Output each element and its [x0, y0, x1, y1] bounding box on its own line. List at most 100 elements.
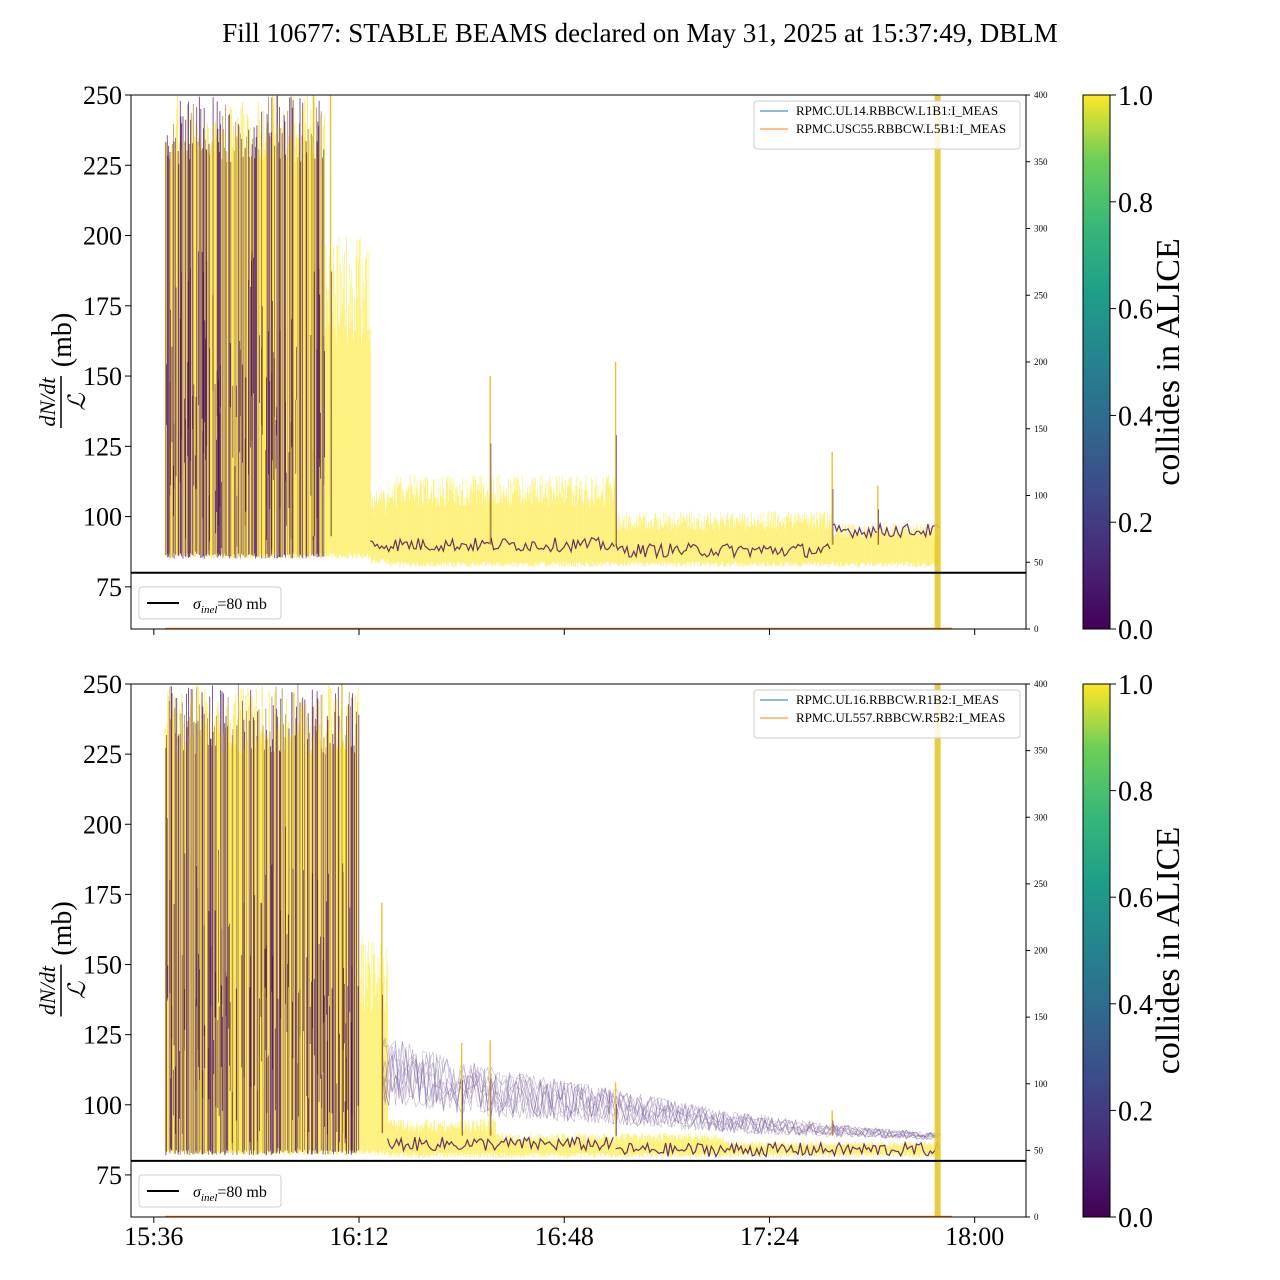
plot-area-1: [164, 95, 952, 629]
figure-title: Fill 10677: STABLE BEAMS declared on May…: [222, 18, 1058, 48]
secondary-y-tick-label: 400: [1034, 90, 1048, 100]
dark-core-trace: [832, 521, 940, 540]
y-tick-label: 125: [83, 1021, 122, 1050]
secondary-y-tick-label: 300: [1034, 224, 1048, 234]
secondary-y-tick-label: 50: [1034, 557, 1044, 567]
envelope-trace: [381, 1046, 941, 1139]
panel-2: 75 100 125 150 175 200 225 250 dN/dt ℒ (mb) 15:36 16…: [35, 670, 1048, 1251]
y-axis-label-numerator: dN/dt: [35, 965, 60, 1015]
colorbar-tick-label: 0.2: [1118, 1096, 1153, 1127]
colorbar-2: 0.0 0.2 0.4 0.6 0.8 1.0 collides in ALICE: [1082, 670, 1187, 1234]
dark-core-trace: [615, 1140, 940, 1158]
vertical-band: [934, 95, 941, 629]
secondary-y-tick-label: 100: [1034, 1079, 1048, 1089]
envelope-trace: [381, 1040, 941, 1140]
legend: RPMC.UL14.RBBCW.L1B1:I_MEAS RPMC.USC55.RB…: [753, 100, 1021, 150]
secondary-y-tick-label: 0: [1034, 624, 1039, 634]
y-tick-label: 75: [96, 1161, 122, 1190]
y-tick-label: 125: [83, 432, 122, 461]
y-tick-label: 225: [83, 151, 122, 180]
secondary-y-tick-label: 300: [1034, 812, 1048, 822]
y-axis-label: dN/dt ℒ (mb): [35, 901, 91, 1017]
envelope-trace: [381, 1047, 941, 1139]
reference-legend-box: [138, 586, 282, 620]
envelope-trace: [381, 1041, 941, 1139]
x-tick-label: 17:24: [740, 1222, 799, 1251]
vertical-band: [934, 684, 941, 1217]
legend-box: [753, 100, 1021, 150]
x-tick-label: 18:00: [945, 1222, 1004, 1251]
envelope-trace: [381, 1041, 941, 1141]
x-tick-label: 16:48: [535, 1222, 594, 1251]
colorbar-tick-label: 0.0: [1118, 1203, 1153, 1234]
y-tick-label: 175: [83, 880, 122, 909]
secondary-y-tick-label: 0: [1034, 1212, 1039, 1222]
y-axis-label-denominator: ℒ: [65, 981, 91, 999]
envelope-trace: [381, 1043, 941, 1140]
colorbar-tick-label: 0.6: [1118, 883, 1153, 914]
secondary-y-tick-label: 150: [1034, 424, 1048, 434]
secondary-y-tick-label: 200: [1034, 946, 1048, 956]
y-tick-label: 150: [83, 951, 122, 980]
dark-core-trace: [615, 541, 831, 560]
reference-legend-box: [138, 1174, 282, 1208]
y-tick-label: 250: [83, 81, 122, 110]
colorbar-tick-label: 0.4: [1118, 990, 1153, 1021]
secondary-y-tick-label: 350: [1034, 157, 1048, 167]
colorbar-gradient: [1082, 683, 1111, 1218]
colorbar-tick-label: 0.8: [1118, 188, 1153, 219]
y-tick-label: 200: [83, 222, 122, 251]
colorbar-tick-label: 1.0: [1118, 81, 1153, 112]
plot-area-2: [164, 684, 952, 1217]
colorbar-tick-label: 1.0: [1118, 670, 1153, 701]
y-tick-label: 175: [83, 292, 122, 321]
dark-core-trace: [370, 536, 615, 554]
y-tick-label: 225: [83, 740, 122, 769]
colorbar-gradient: [1082, 94, 1111, 630]
colorbar-tick-label: 0.6: [1118, 295, 1153, 326]
legend-entry: RPMC.UL557.RBBCW.R5B2:I_MEAS: [796, 710, 1005, 725]
envelope-trace: [381, 1051, 941, 1139]
reference-legend-label: σinel=80 mb: [193, 1184, 267, 1204]
colorbar-1: 0.0 0.2 0.4 0.6 0.8 1.0 collides in ALICE: [1082, 81, 1187, 646]
secondary-y-tick-label: 400: [1034, 679, 1048, 689]
legend-entry: RPMC.UL14.RBBCW.L1B1:I_MEAS: [796, 103, 998, 118]
x-tick-label: 16:12: [329, 1222, 388, 1251]
y-tick-label: 150: [83, 362, 122, 391]
y-tick-label: 75: [96, 573, 122, 602]
secondary-y-tick-label: 250: [1034, 290, 1048, 300]
legend: RPMC.UL16.RBBCW.R1B2:I_MEAS RPMC.UL557.RB…: [753, 689, 1021, 739]
y-tick-label: 200: [83, 810, 122, 839]
y-axis-label-unit: (mb): [47, 313, 78, 367]
panel-1: 75 100 125 150 175 200 225 250 dN/dt ℒ (mb) 0 50 100 1…: [35, 81, 1048, 635]
y-axis-label-unit: (mb): [47, 901, 78, 955]
secondary-y-tick-label: 50: [1034, 1145, 1044, 1155]
envelope-trace: [381, 1054, 941, 1140]
secondary-y-tick-label: 150: [1034, 1012, 1048, 1022]
envelope-trace: [381, 1036, 941, 1141]
reference-legend: σinel=80 mb: [138, 586, 282, 620]
colorbar-tick-label: 0.0: [1118, 615, 1153, 646]
dark-core-trace: [386, 1135, 614, 1153]
colorbar-tick-label: 0.8: [1118, 777, 1153, 808]
colorbar-label: collides in ALICE: [1150, 238, 1187, 485]
reference-legend: σinel=80 mb: [138, 1174, 282, 1208]
legend-entry: RPMC.UL16.RBBCW.R1B2:I_MEAS: [796, 692, 999, 707]
y-axis-label-numerator: dN/dt: [35, 377, 60, 427]
secondary-y-tick-label: 200: [1034, 357, 1048, 367]
y-tick-label: 100: [83, 1091, 122, 1120]
legend-box: [753, 689, 1021, 739]
y-axis-label: dN/dt ℒ (mb): [35, 313, 91, 428]
y-tick-label: 250: [83, 670, 122, 699]
y-tick-label: 100: [83, 503, 122, 532]
secondary-y-tick-label: 100: [1034, 491, 1048, 501]
legend-entry: RPMC.USC55.RBBCW.L5B1:I_MEAS: [796, 121, 1006, 136]
x-tick-label: 15:36: [124, 1222, 183, 1251]
colorbar-tick-label: 0.2: [1118, 508, 1153, 539]
secondary-y-tick-label: 250: [1034, 879, 1048, 889]
envelope-trace: [381, 1037, 941, 1138]
secondary-y-tick-label: 350: [1034, 746, 1048, 756]
y-axis-label-denominator: ℒ: [65, 393, 91, 411]
